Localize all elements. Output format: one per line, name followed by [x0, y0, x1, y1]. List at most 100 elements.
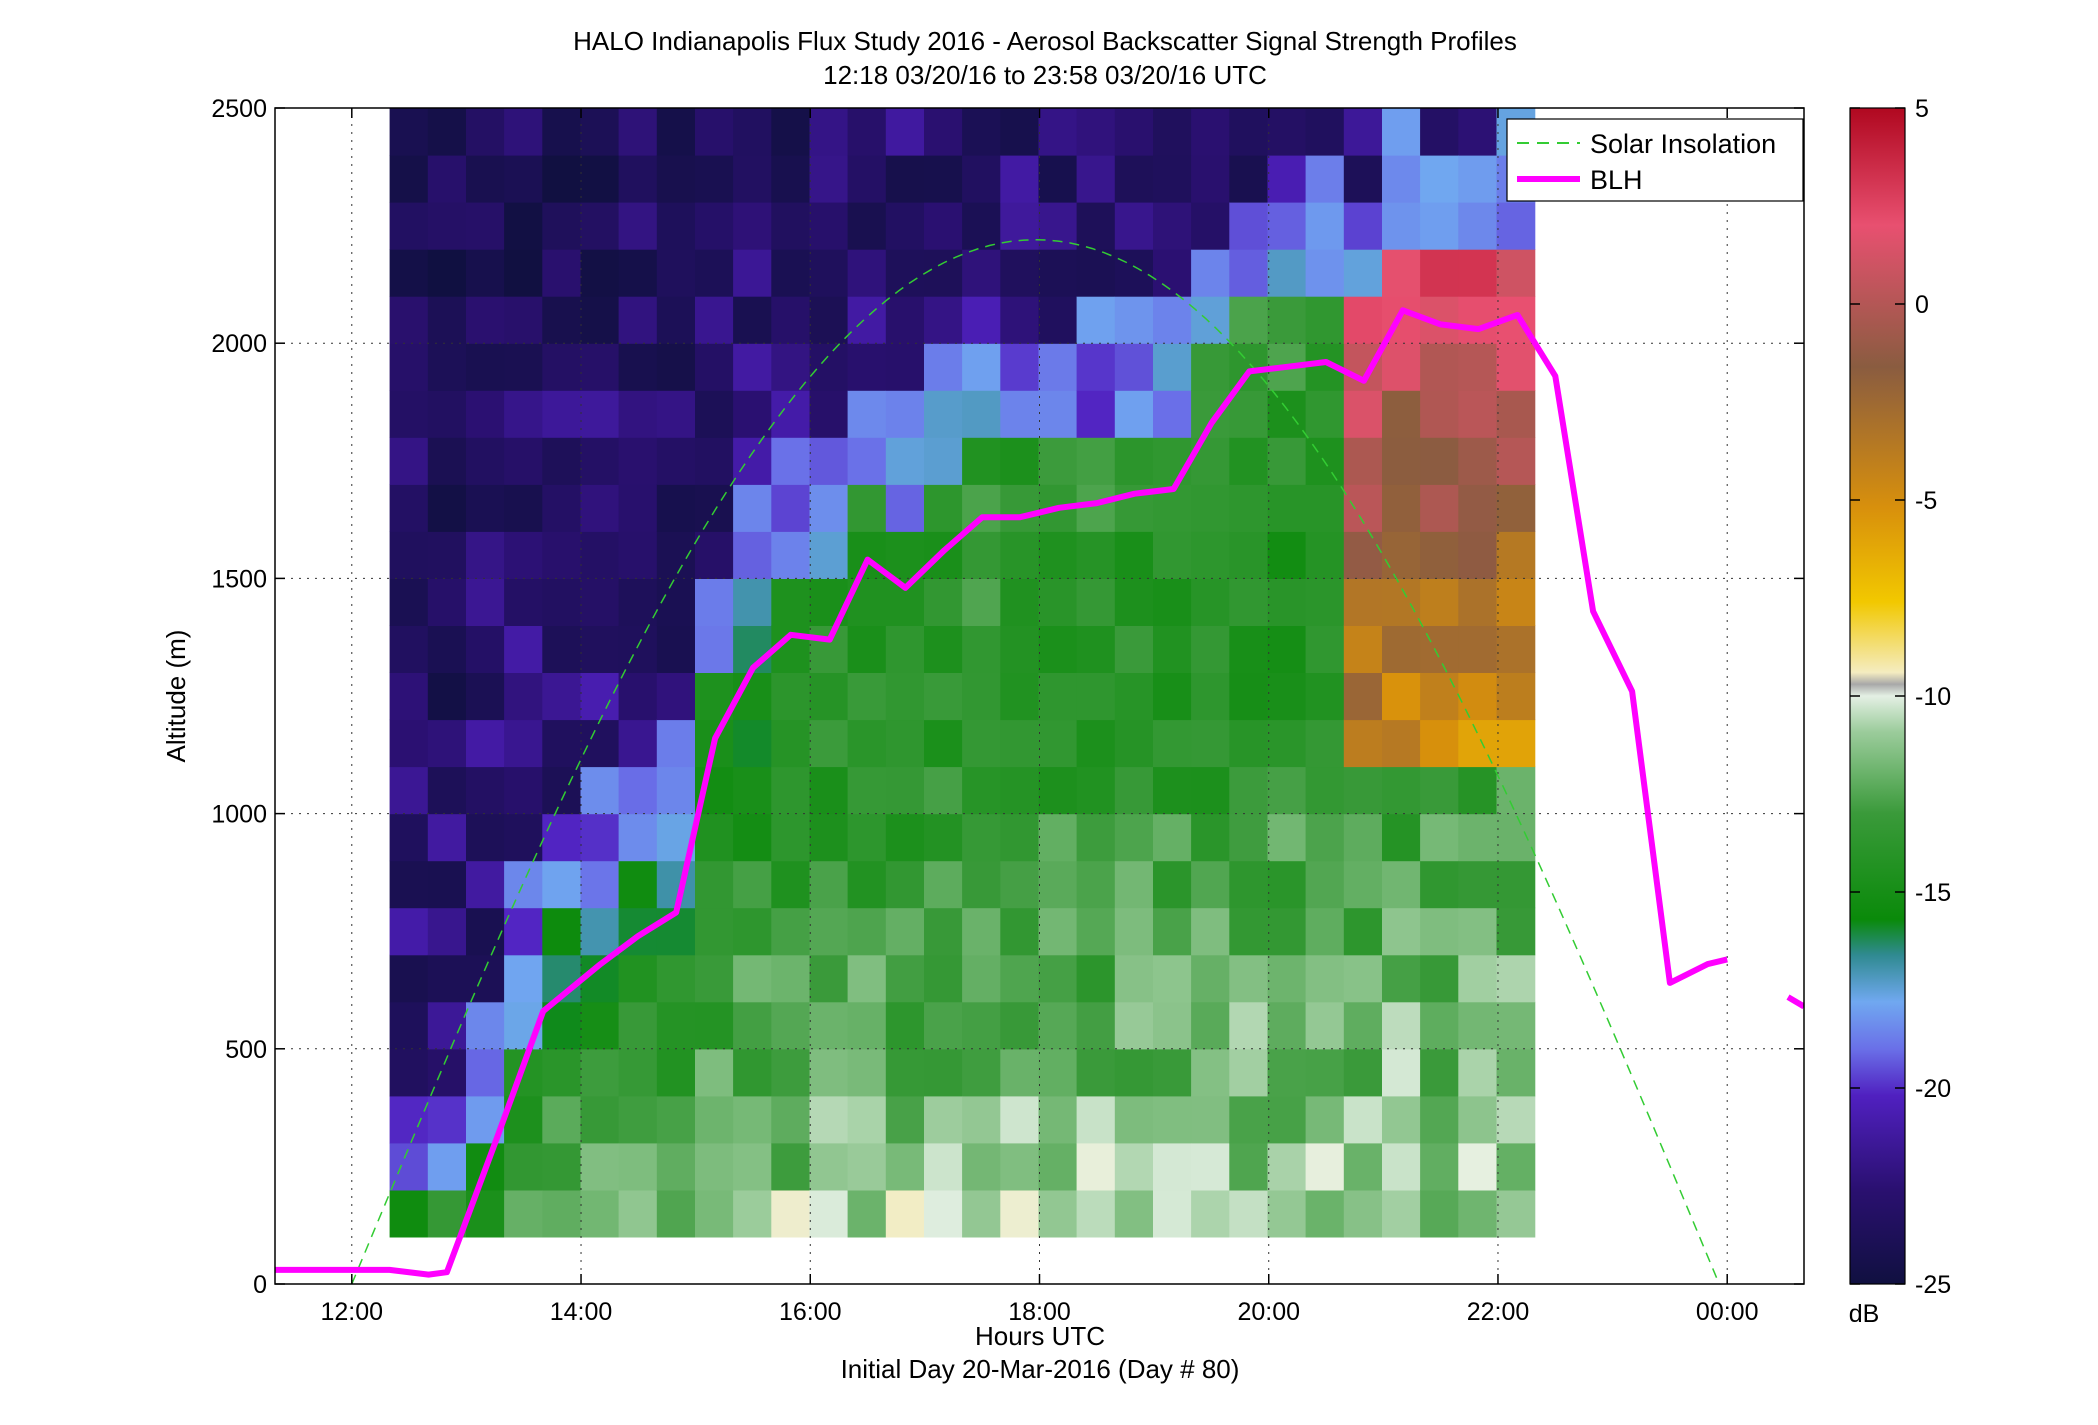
- heatmap-cell: [1496, 531, 1536, 579]
- heatmap-cell: [1000, 578, 1040, 626]
- heatmap-cell: [1458, 1001, 1498, 1050]
- heatmap-cell: [847, 625, 887, 673]
- series-line-solar-insolation: [351, 238, 1720, 1284]
- heatmap-cell: [504, 390, 543, 438]
- heatmap-cell: [771, 390, 811, 438]
- heatmap-cell: [733, 578, 772, 626]
- heatmap-cell: [1382, 437, 1421, 485]
- heatmap-cell: [656, 484, 696, 532]
- heatmap-cell: [885, 1095, 925, 1144]
- heatmap-cell: [1000, 625, 1040, 673]
- heatmap-cell: [733, 1001, 772, 1050]
- heatmap-cell: [504, 343, 543, 391]
- heatmap-cell: [466, 1001, 505, 1050]
- heatmap-cell: [1153, 202, 1192, 250]
- heatmap-cell: [389, 766, 429, 815]
- colorbar-tick-label: 5: [1915, 95, 1929, 123]
- heatmap-cell: [504, 296, 543, 344]
- heatmap-cell: [427, 1095, 467, 1144]
- heatmap-cell: [1382, 813, 1421, 862]
- heatmap-cell: [580, 437, 620, 485]
- heatmap-cell: [1458, 484, 1498, 532]
- heatmap-cell: [771, 1189, 811, 1238]
- heatmap-cell: [580, 813, 620, 862]
- heatmap-cell: [1114, 108, 1154, 156]
- heatmap-cell: [1305, 813, 1345, 862]
- heatmap-cell: [1458, 343, 1498, 391]
- heatmap-cell: [1343, 1189, 1383, 1238]
- heatmap-cell: [466, 108, 505, 156]
- heatmap-cell: [847, 813, 887, 862]
- heatmap-cell: [656, 625, 696, 673]
- heatmap-cell: [466, 343, 505, 391]
- heatmap-cell: [1038, 108, 1078, 156]
- heatmap-cell: [1420, 108, 1459, 156]
- heatmap-cell: [847, 296, 887, 344]
- heatmap-cell: [1038, 531, 1078, 579]
- heatmap-cell: [1458, 625, 1498, 673]
- heatmap-cell: [466, 907, 505, 956]
- heatmap-cell: [466, 672, 505, 721]
- heatmap-cell: [1382, 672, 1421, 721]
- heatmap-cell: [1076, 1142, 1116, 1191]
- heatmap-cell: [1305, 296, 1345, 344]
- heatmap-cell: [1229, 766, 1269, 815]
- heatmap-cell: [885, 437, 925, 485]
- heatmap-cell: [733, 860, 772, 909]
- heatmap-cell: [1000, 860, 1040, 909]
- heatmap-cell: [504, 672, 543, 721]
- heatmap-cell: [695, 296, 734, 344]
- heatmap-cell: [1382, 860, 1421, 909]
- backscatter-heatmap: [389, 108, 1536, 1238]
- heatmap-cell: [1458, 766, 1498, 815]
- heatmap-cell: [885, 1001, 925, 1050]
- heatmap-cell: [1191, 108, 1230, 156]
- heatmap-cell: [809, 484, 849, 532]
- heatmap-cell: [1382, 390, 1421, 438]
- x-axis-ticks: 12:00 14:00 16:00 18:00 20:00 22:00 00:00: [321, 108, 1758, 1326]
- heatmap-cell: [466, 249, 505, 297]
- y-axis-label: Altitude (m): [161, 630, 191, 763]
- heatmap-cell: [771, 202, 811, 250]
- heatmap-cell: [809, 155, 849, 203]
- heatmap-cell: [1000, 1189, 1040, 1238]
- heatmap-cell: [427, 531, 467, 579]
- heatmap-cell: [1305, 1001, 1345, 1050]
- heatmap-cell: [1153, 766, 1192, 815]
- heatmap-cell: [1038, 1095, 1078, 1144]
- heatmap-cell: [1496, 954, 1536, 1003]
- heatmap-cell: [1076, 437, 1116, 485]
- heatmap-cell: [1038, 766, 1078, 815]
- heatmap-cell: [1343, 907, 1383, 956]
- heatmap-cell: [1000, 249, 1040, 297]
- heatmap-cell: [1305, 249, 1345, 297]
- heatmap-cell: [1343, 625, 1383, 673]
- heatmap-cell: [1305, 766, 1345, 815]
- heatmap-cell: [1420, 202, 1459, 250]
- heatmap-cell: [962, 625, 1001, 673]
- heatmap-cell: [1305, 1048, 1345, 1097]
- heatmap-cell: [809, 625, 849, 673]
- heatmap-cell: [1420, 1048, 1459, 1097]
- heatmap-cell: [733, 437, 772, 485]
- heatmap-cell: [695, 578, 734, 626]
- heatmap-cell: [389, 1048, 429, 1097]
- heatmap-cell: [847, 108, 887, 156]
- heatmap-cell: [389, 531, 429, 579]
- heatmap-cell: [962, 531, 1001, 579]
- heatmap-cell: [466, 155, 505, 203]
- heatmap-cell: [695, 202, 734, 250]
- heatmap-cell: [1038, 719, 1078, 768]
- heatmap-cell: [1076, 1095, 1116, 1144]
- heatmap-cell: [580, 672, 620, 721]
- heatmap-cell: [1343, 1048, 1383, 1097]
- heatmap-cell: [1076, 202, 1116, 250]
- heatmap-cell: [1114, 766, 1154, 815]
- heatmap-cell: [1114, 860, 1154, 909]
- heatmap-cell: [389, 1001, 429, 1050]
- heatmap-cell: [618, 1189, 658, 1238]
- heatmap-cell: [962, 155, 1001, 203]
- heatmap-cell: [389, 1189, 429, 1238]
- heatmap-cell: [580, 296, 620, 344]
- heatmap-cell: [580, 155, 620, 203]
